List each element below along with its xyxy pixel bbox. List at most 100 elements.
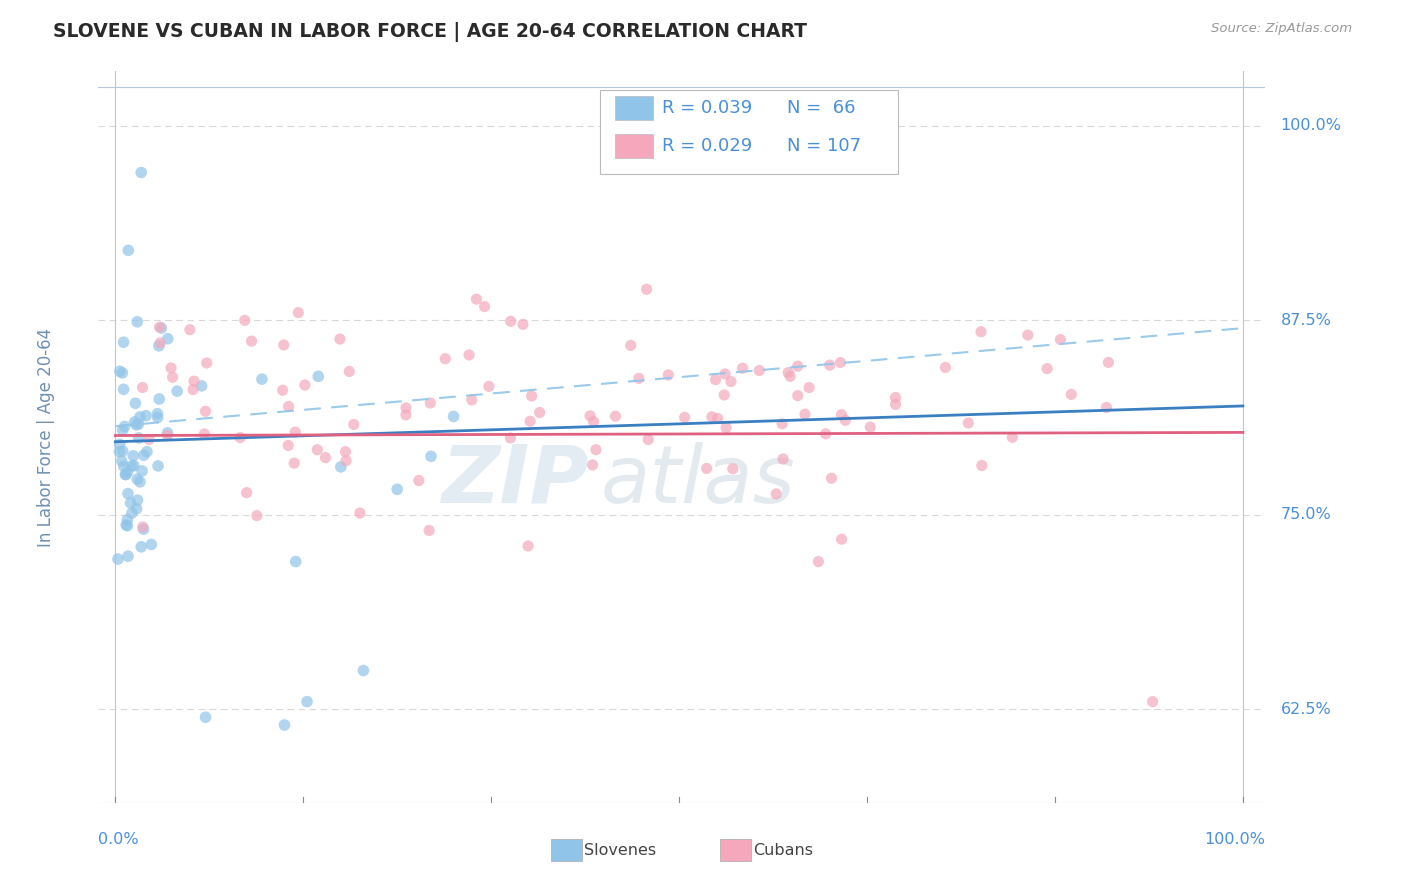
Point [250, 372, 273, 386]
FancyBboxPatch shape [551, 839, 582, 861]
Point [129, 540, 152, 554]
Point [114, 467, 136, 482]
Point [108, 444, 131, 458]
Point [620, 338, 643, 352]
FancyBboxPatch shape [616, 135, 652, 158]
Text: 100.0%: 100.0% [1205, 832, 1265, 847]
Point [117, 549, 139, 564]
Point [720, 375, 742, 389]
Point [148, 339, 170, 353]
Point [329, 332, 352, 346]
Text: N =  66: N = 66 [787, 99, 855, 117]
Point [731, 361, 754, 376]
Point [229, 431, 252, 445]
Point [395, 401, 418, 415]
FancyBboxPatch shape [600, 90, 898, 174]
Point [419, 396, 441, 410]
FancyBboxPatch shape [616, 96, 652, 120]
Point [461, 392, 484, 407]
Point [343, 417, 366, 432]
Point [352, 664, 374, 678]
Point [704, 373, 727, 387]
Point [283, 456, 305, 470]
Point [884, 391, 907, 405]
Point [121, 506, 143, 520]
Point [156, 332, 179, 346]
Point [786, 359, 808, 374]
Point [830, 355, 852, 369]
Point [831, 408, 853, 422]
Point [146, 458, 169, 473]
Point [434, 351, 457, 366]
Point [117, 518, 139, 533]
Point [529, 405, 551, 419]
Point [111, 366, 134, 380]
Point [307, 369, 329, 384]
Point [166, 384, 188, 398]
Point [141, 537, 163, 551]
Point [1095, 401, 1118, 415]
Point [349, 506, 371, 520]
Point [581, 458, 603, 472]
Point [127, 493, 149, 508]
Point [128, 431, 150, 445]
Point [295, 695, 318, 709]
Point [129, 475, 152, 489]
Point [779, 369, 801, 384]
Point [420, 450, 443, 464]
Text: N = 107: N = 107 [787, 137, 860, 155]
Point [194, 710, 217, 724]
Point [748, 363, 770, 377]
Text: ZIP: ZIP [441, 442, 589, 520]
Point [770, 417, 793, 431]
Point [112, 382, 135, 396]
Point [512, 318, 534, 332]
Point [135, 409, 157, 423]
Point [284, 555, 307, 569]
Text: In Labor Force | Age 20-64: In Labor Force | Age 20-64 [37, 327, 55, 547]
Point [233, 313, 256, 327]
Point [721, 462, 744, 476]
Text: atlas: atlas [600, 442, 794, 520]
Point [478, 379, 501, 393]
Point [1036, 361, 1059, 376]
Point [387, 483, 409, 497]
Point [240, 334, 263, 348]
Point [970, 458, 993, 473]
Point [132, 520, 155, 534]
Point [636, 282, 658, 296]
Point [713, 388, 735, 402]
Point [970, 325, 993, 339]
Point [122, 449, 145, 463]
Point [706, 411, 728, 425]
Point [579, 409, 602, 423]
Point [458, 348, 481, 362]
Point [337, 364, 360, 378]
Point [520, 389, 543, 403]
Point [193, 427, 215, 442]
Text: R = 0.029: R = 0.029 [662, 137, 752, 155]
Point [499, 431, 522, 445]
Point [277, 400, 299, 414]
Point [190, 379, 212, 393]
Point [156, 425, 179, 440]
Point [112, 459, 135, 474]
Point [605, 409, 627, 424]
Point [499, 314, 522, 328]
Text: 100.0%: 100.0% [1281, 119, 1341, 133]
Point [146, 407, 169, 421]
Point [934, 360, 956, 375]
Point [117, 465, 139, 479]
FancyBboxPatch shape [720, 839, 751, 861]
Point [127, 315, 149, 329]
Point [121, 459, 143, 474]
Point [117, 244, 139, 258]
Point [818, 358, 841, 372]
Point [150, 321, 173, 335]
Point [124, 415, 146, 429]
Point [474, 300, 496, 314]
Point [395, 408, 418, 422]
Point [131, 380, 153, 394]
Point [108, 364, 131, 378]
Point [294, 378, 316, 392]
